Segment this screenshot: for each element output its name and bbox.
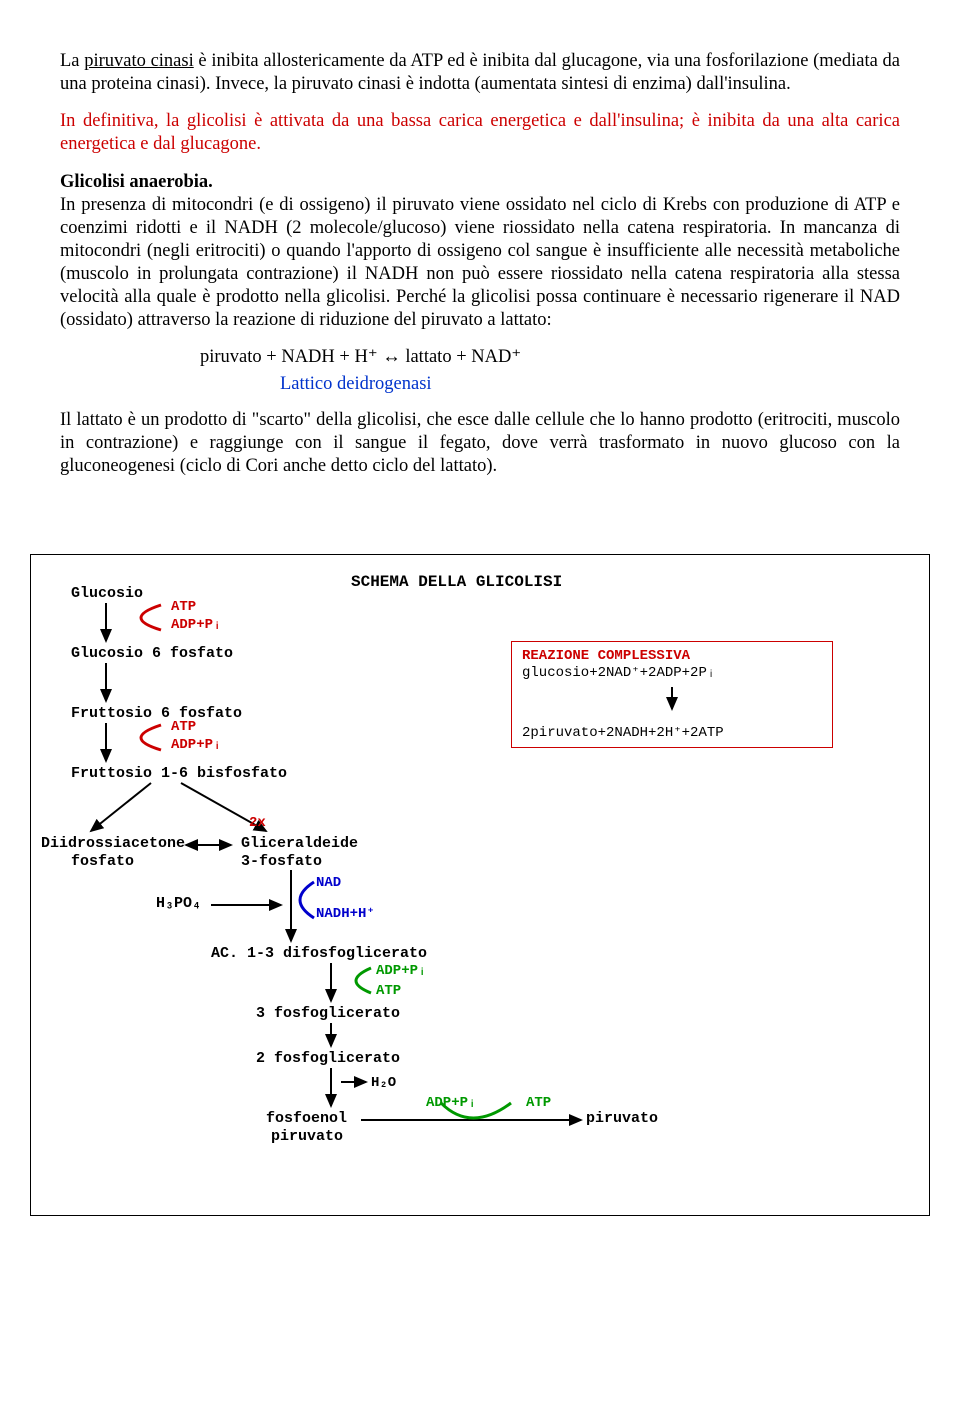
enzyme-name: piruvato cinasi (84, 51, 194, 71)
cofactor-label-8: ATP (376, 983, 401, 999)
node-f16bp: Fruttosio 1-6 bisfosfato (71, 765, 287, 782)
cofactor-label-0: ATP (171, 599, 196, 615)
node-g6p: Glucosio 6 fosfato (71, 645, 233, 662)
cofactor-label-7: ADP+Pᵢ (376, 963, 426, 979)
node-g3p2: 3-fosfato (241, 853, 322, 870)
diagram-title: SCHEMA DELLA GLICOLISI (351, 573, 562, 591)
node-g3p: Gliceraldeide (241, 835, 358, 852)
paragraph-1: La piruvato cinasi è inibita allosterica… (60, 50, 900, 96)
cofactor-label-5: NAD (316, 875, 341, 891)
enzyme-label: Lattico deidrogenasi (280, 374, 900, 395)
reaction-line1: glucosio+2NAD⁺+2ADP+2Pᵢ (522, 664, 822, 681)
cofactor-label-11: ATP (526, 1095, 551, 1111)
paragraph-3: In presenza di mitocondri (e di ossigeno… (60, 194, 900, 333)
cofactor-label-2: ATP (171, 719, 196, 735)
equation-lactate: piruvato + NADH + H⁺ ↔ lattato + NAD⁺ (200, 346, 900, 369)
node-pep2: piruvato (271, 1128, 343, 1145)
reaction-line2: 2piruvato+2NADH+2H⁺+2ATP (522, 724, 822, 741)
reaction-title: REAZIONE COMPLESSIVA (522, 648, 822, 664)
node-ac13: AC. 1-3 difosfoglicerato (211, 945, 427, 962)
node-h3po4: H₃PO₄ (156, 895, 201, 912)
node-pg3: 3 fosfoglicerato (256, 1005, 400, 1022)
cofactor-label-4: 2x (249, 815, 266, 831)
node-pep1: fosfoenol (266, 1110, 347, 1127)
node-glucosio: Glucosio (71, 585, 143, 602)
node-dhap: Diidrossiacetone (41, 835, 185, 852)
paragraph-4: Il lattato è un prodotto di "scarto" del… (60, 409, 900, 478)
cofactor-label-10: ADP+Pᵢ (426, 1095, 476, 1111)
node-pg2: 2 fosfoglicerato (256, 1050, 400, 1067)
node-pyr: piruvato (586, 1110, 658, 1127)
cofactor-label-9: H₂O (371, 1075, 396, 1091)
node-f6p: Fruttosio 6 fosfato (71, 705, 242, 722)
paragraph-2-summary: In definitiva, la glicolisi è attivata d… (60, 110, 900, 156)
glycolysis-diagram: SCHEMA DELLA GLICOLISI Glucosio Glucosio … (30, 554, 930, 1216)
cofactor-label-3: ADP+Pᵢ (171, 737, 221, 753)
node-dhap2: fosfato (71, 853, 134, 870)
cofactor-label-6: NADH+H⁺ (316, 905, 375, 922)
heading-anaerobia: Glicolisi anaerobia. (60, 171, 900, 194)
cofactor-label-1: ADP+Pᵢ (171, 617, 221, 633)
reaction-box: REAZIONE COMPLESSIVA glucosio+2NAD⁺+2ADP… (511, 641, 833, 748)
